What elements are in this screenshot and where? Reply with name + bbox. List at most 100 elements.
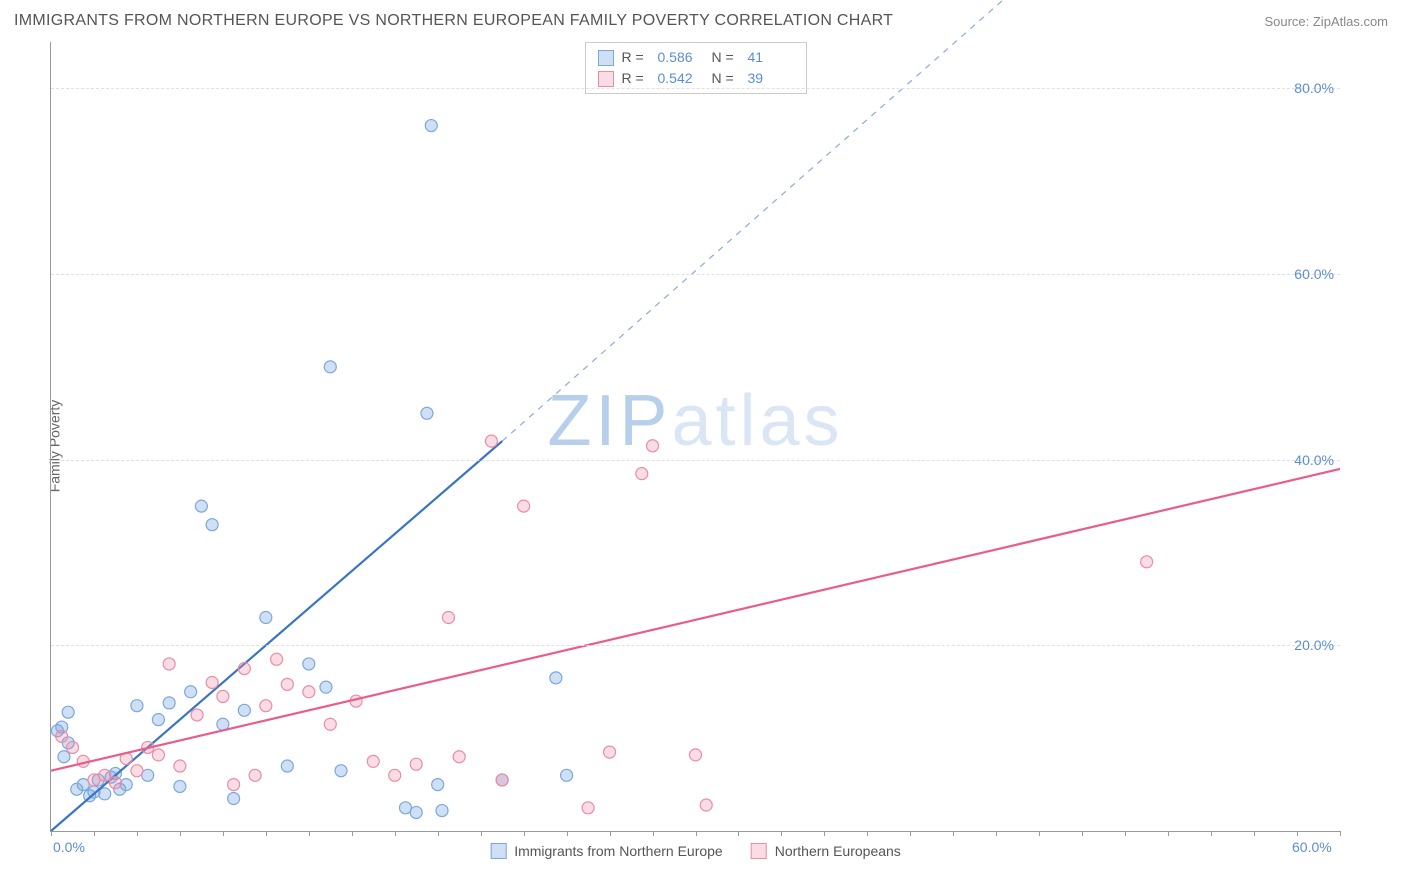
scatter-point xyxy=(485,435,497,447)
scatter-point xyxy=(690,749,702,761)
x-tick xyxy=(1254,831,1255,836)
scatter-point xyxy=(217,690,229,702)
scatter-point xyxy=(174,780,186,792)
x-tick xyxy=(438,831,439,836)
scatter-point xyxy=(120,779,132,791)
scatter-point xyxy=(303,658,315,670)
chart-container: IMMIGRANTS FROM NORTHERN EUROPE VS NORTH… xyxy=(0,0,1406,892)
scatter-point xyxy=(206,519,218,531)
scatter-point xyxy=(496,774,508,786)
scatter-point xyxy=(228,793,240,805)
scatter-point xyxy=(425,120,437,132)
scatter-point xyxy=(238,663,250,675)
scatter-point xyxy=(604,746,616,758)
bottom-legend: Immigrants from Northern Europe Northern… xyxy=(490,843,901,859)
x-tick xyxy=(867,831,868,836)
x-tick xyxy=(996,831,997,836)
x-tick xyxy=(352,831,353,836)
x-tick-label: 60.0% xyxy=(1292,839,1332,855)
x-tick xyxy=(51,831,52,836)
plot-area: ZIPatlas R = 0.586 N = 41 R = 0.542 N = … xyxy=(50,42,1340,832)
scatter-point xyxy=(195,500,207,512)
scatter-point xyxy=(260,700,272,712)
source-attribution: Source: ZipAtlas.com xyxy=(1264,14,1388,29)
scatter-point xyxy=(56,730,68,742)
x-tick xyxy=(738,831,739,836)
x-tick xyxy=(1082,831,1083,836)
y-tick-label: 40.0% xyxy=(1294,452,1334,468)
scatter-point xyxy=(109,777,121,789)
scatter-point xyxy=(421,407,433,419)
trend-line xyxy=(51,469,1340,771)
scatter-point xyxy=(389,769,401,781)
x-tick xyxy=(567,831,568,836)
x-tick xyxy=(223,831,224,836)
x-tick xyxy=(309,831,310,836)
scatter-point xyxy=(163,658,175,670)
scatter-point xyxy=(249,769,261,781)
scatter-point xyxy=(66,741,78,753)
scatter-point xyxy=(260,612,272,624)
gridline xyxy=(51,274,1340,275)
scatter-point xyxy=(324,718,336,730)
legend-label-series1: Immigrants from Northern Europe xyxy=(514,843,723,859)
scatter-point xyxy=(174,760,186,772)
trend-line xyxy=(51,441,502,831)
scatter-point xyxy=(238,704,250,716)
scatter-point xyxy=(131,765,143,777)
scatter-point xyxy=(1141,556,1153,568)
x-tick xyxy=(1168,831,1169,836)
legend-swatch-series2 xyxy=(751,843,767,859)
scatter-point xyxy=(436,805,448,817)
y-tick-label: 60.0% xyxy=(1294,266,1334,282)
scatter-point xyxy=(582,802,594,814)
x-tick xyxy=(1125,831,1126,836)
x-tick xyxy=(1340,831,1341,836)
scatter-point xyxy=(281,760,293,772)
x-tick xyxy=(1211,831,1212,836)
gridline xyxy=(51,460,1340,461)
x-tick xyxy=(1039,831,1040,836)
scatter-point xyxy=(152,714,164,726)
legend-swatch-series1 xyxy=(490,843,506,859)
x-tick xyxy=(395,831,396,836)
plot-svg xyxy=(51,42,1340,831)
gridline xyxy=(51,88,1340,89)
scatter-point xyxy=(99,769,111,781)
scatter-point xyxy=(320,681,332,693)
x-tick xyxy=(481,831,482,836)
scatter-point xyxy=(518,500,530,512)
scatter-point xyxy=(453,751,465,763)
legend-label-series2: Northern Europeans xyxy=(775,843,901,859)
scatter-point xyxy=(228,779,240,791)
scatter-point xyxy=(550,672,562,684)
x-tick xyxy=(824,831,825,836)
trend-line-dashed xyxy=(502,0,1061,441)
x-tick xyxy=(1297,831,1298,836)
legend-item-series1: Immigrants from Northern Europe xyxy=(490,843,723,859)
scatter-point xyxy=(367,755,379,767)
scatter-point xyxy=(152,749,164,761)
scatter-point xyxy=(561,769,573,781)
x-tick xyxy=(910,831,911,836)
x-tick xyxy=(696,831,697,836)
x-tick xyxy=(94,831,95,836)
chart-title: IMMIGRANTS FROM NORTHERN EUROPE VS NORTH… xyxy=(14,12,893,30)
legend-item-series2: Northern Europeans xyxy=(751,843,901,859)
gridline xyxy=(51,645,1340,646)
scatter-point xyxy=(700,799,712,811)
scatter-point xyxy=(131,700,143,712)
y-tick-label: 20.0% xyxy=(1294,637,1334,653)
scatter-point xyxy=(281,678,293,690)
x-tick xyxy=(610,831,611,836)
x-tick xyxy=(266,831,267,836)
scatter-point xyxy=(410,758,422,770)
scatter-point xyxy=(62,706,74,718)
x-tick xyxy=(524,831,525,836)
scatter-point xyxy=(636,468,648,480)
x-tick-label: 0.0% xyxy=(53,839,85,855)
scatter-point xyxy=(206,676,218,688)
x-tick xyxy=(653,831,654,836)
y-tick-label: 80.0% xyxy=(1294,80,1334,96)
scatter-point xyxy=(163,697,175,709)
